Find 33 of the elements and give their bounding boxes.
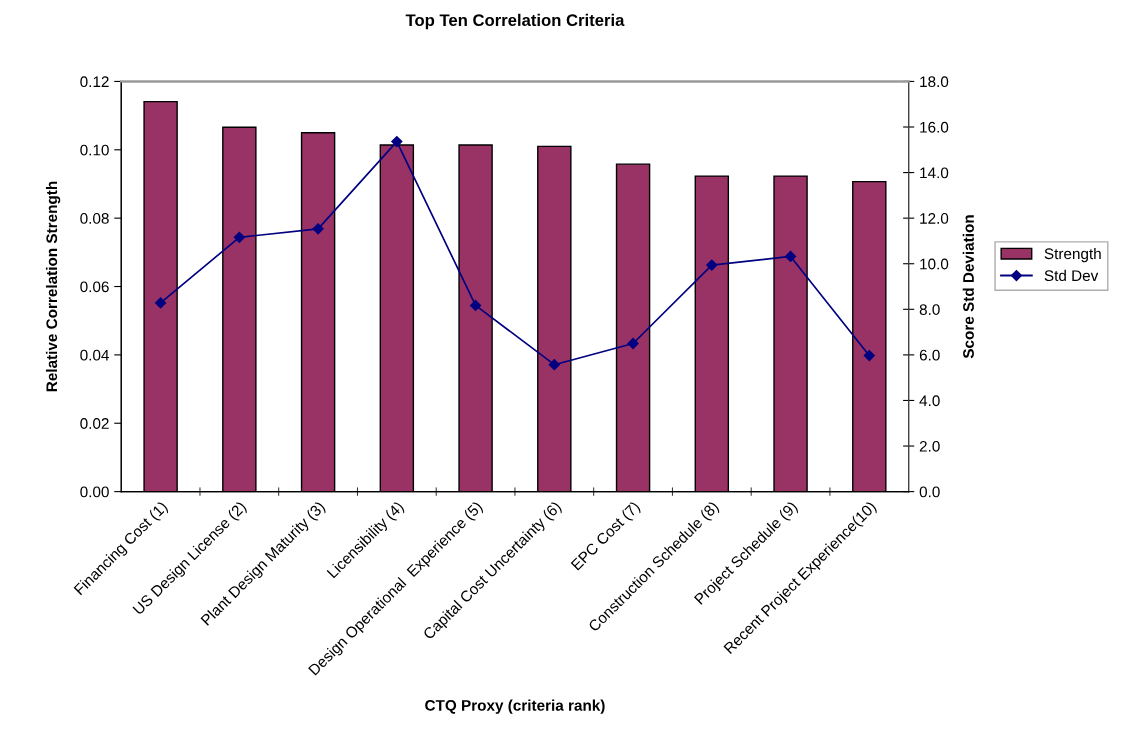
chart-title: Top Ten Correlation Criteria (405, 13, 625, 30)
y-tick-label: 0.00 (80, 486, 109, 498)
y-tick-label: 0.04 (80, 349, 109, 361)
point (784, 250, 797, 263)
y2-tick-label: 6.0 (919, 349, 940, 361)
y-tick-label: 0.06 (80, 281, 109, 293)
y2-tick-label: 2.0 (919, 440, 940, 452)
y2-tick-label: 14.0 (920, 167, 949, 179)
point (391, 135, 403, 148)
point (154, 297, 167, 309)
point (627, 337, 639, 350)
y-tick-label: 0.02 (80, 418, 109, 429)
y-tick-label: 0.08 (80, 213, 109, 224)
y2-axis-title: Score Std Deviation (962, 215, 974, 359)
point (233, 231, 245, 243)
y2-tick-label: 16.0 (920, 121, 949, 133)
point (706, 259, 718, 271)
legend-label: Std Dev (1044, 269, 1099, 282)
legend-label: Strength (1044, 247, 1101, 263)
point (312, 223, 324, 235)
y2-tick-label: 10.0 (920, 258, 949, 270)
y2-tick-label: 18.0 (920, 76, 949, 88)
y-tick-label: 0.10 (80, 144, 109, 156)
y2-tick-label: 0.0 (919, 486, 940, 498)
y2-tick-label: 4.0 (919, 395, 940, 407)
point (863, 349, 875, 362)
x-axis-title: CTQ Proxy (criteria rank) (425, 699, 605, 714)
point (469, 299, 482, 312)
y2-tick-label: 8.0 (919, 304, 940, 315)
point (548, 359, 560, 371)
y-axis-title: Relative Correlation Strength (45, 181, 61, 392)
y2-tick-label: 12.0 (920, 213, 949, 224)
y-tick-label: 0.12 (80, 76, 109, 88)
